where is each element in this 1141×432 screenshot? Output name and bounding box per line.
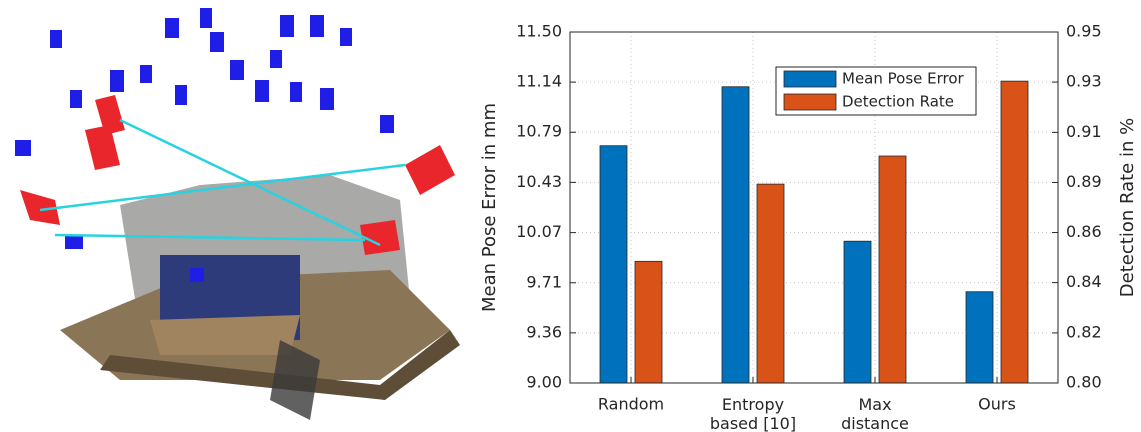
bar: [843, 240, 872, 384]
y2-tick-label: 0.86: [1066, 222, 1102, 241]
y2-axis-label: Detection Rate in %: [1117, 118, 1138, 297]
y-tick-label: 11.14: [516, 72, 562, 91]
y-tick-label: 9.71: [526, 272, 562, 291]
bar: [878, 155, 907, 384]
y-axis-label: Mean Pose Error in mm: [479, 103, 500, 312]
y-tick-label: 9.36: [526, 322, 562, 341]
legend-label: Mean Pose Error: [842, 70, 965, 88]
legend-swatch: [783, 93, 837, 111]
y-tick-label: 10.43: [516, 172, 562, 191]
y-tick-label: 9.00: [526, 373, 562, 392]
y-tick-label: 10.79: [516, 122, 562, 141]
bar: [756, 183, 785, 384]
x-tick-label: Ours: [978, 395, 1016, 414]
legend-swatch: [783, 70, 837, 88]
bar: [634, 260, 663, 384]
legend-label: Detection Rate: [842, 93, 954, 111]
y2-tick-label: 0.89: [1066, 172, 1102, 191]
y-tick-label: 10.07: [516, 222, 562, 241]
bar: [599, 145, 628, 384]
bar: [1000, 80, 1029, 384]
y2-tick-label: 0.84: [1066, 272, 1102, 291]
x-tick-label: Max distance: [841, 395, 909, 432]
y2-tick-label: 0.80: [1066, 373, 1102, 392]
x-tick-label: Entropy based [10]: [710, 395, 796, 432]
y2-tick-label: 0.95: [1066, 22, 1102, 41]
y2-tick-label: 0.91: [1066, 122, 1102, 141]
bar: [965, 291, 994, 384]
point-cloud-scene: [15, 8, 460, 420]
x-tick-label: Random: [598, 395, 664, 414]
plot-frame: [569, 31, 1059, 384]
y-tick-label: 11.50: [516, 22, 562, 41]
y2-tick-label: 0.82: [1066, 322, 1102, 341]
y2-tick-label: 0.93: [1066, 72, 1102, 91]
bar: [721, 86, 750, 384]
